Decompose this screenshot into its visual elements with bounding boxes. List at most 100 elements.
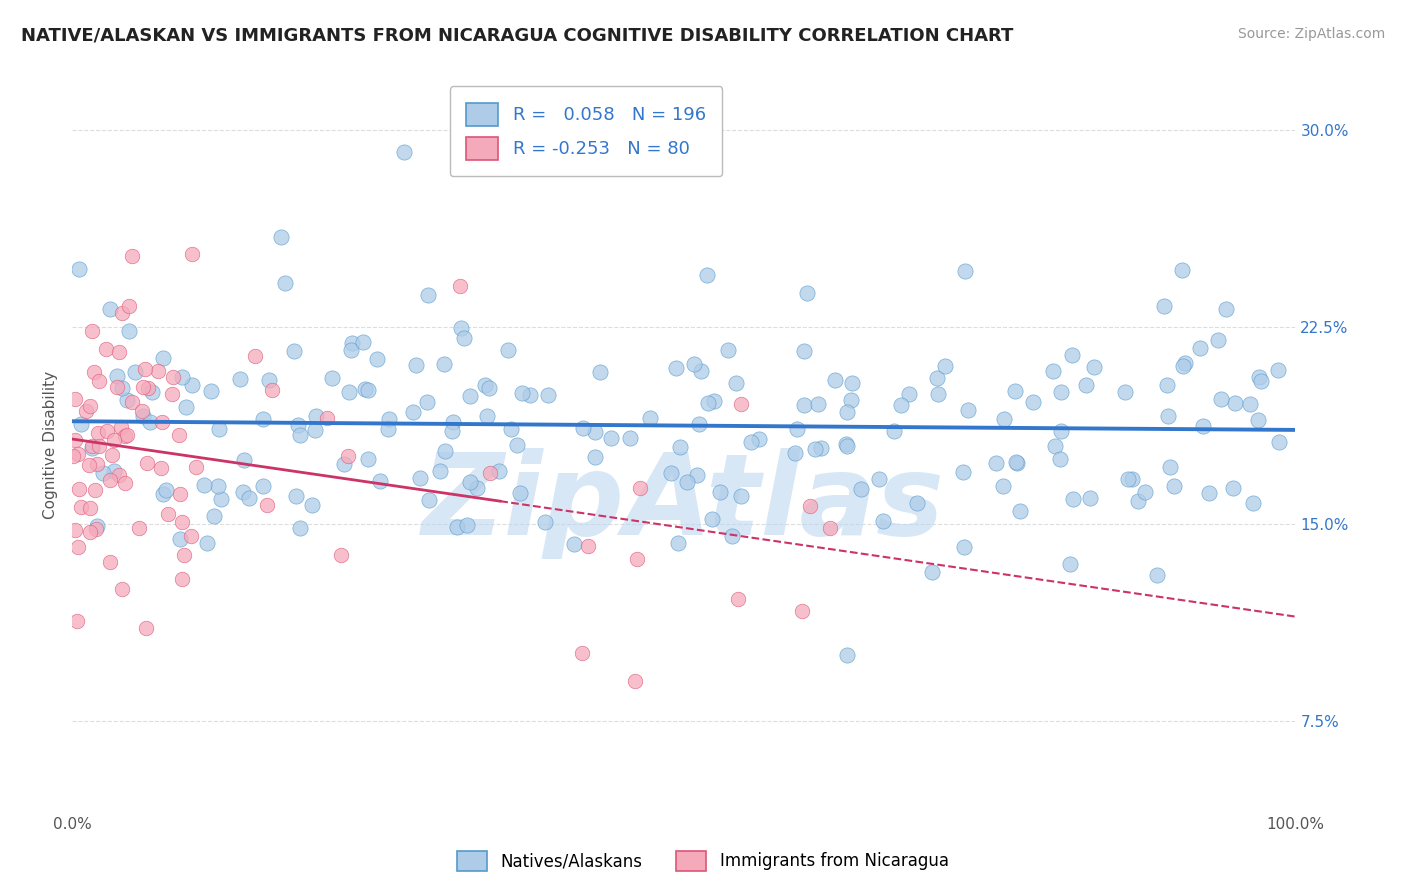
Point [290, 427, 312, 442]
Point [287, 417, 309, 432]
Point [1267, 362, 1289, 376]
Point [402, 405, 425, 419]
Point [114, 429, 136, 443]
Point [1223, 396, 1246, 410]
Point [1004, 384, 1026, 398]
Point [727, 592, 749, 607]
Point [174, 400, 197, 414]
Point [173, 549, 195, 563]
Point [475, 409, 498, 423]
Point [1156, 377, 1178, 392]
Point [170, 572, 193, 586]
Point [305, 409, 328, 423]
Point [229, 372, 252, 386]
Point [160, 387, 183, 401]
Point [748, 432, 770, 446]
Point [136, 456, 159, 470]
Point [841, 376, 863, 390]
Point [709, 484, 731, 499]
Point [1116, 472, 1139, 486]
Point [799, 499, 821, 513]
Point [232, 485, 254, 500]
Legend: R =   0.058   N = 196, R = -0.253   N = 80: R = 0.058 N = 196, R = -0.253 N = 80 [450, 87, 723, 177]
Point [79, 500, 101, 515]
Point [149, 461, 172, 475]
Point [499, 422, 522, 436]
Point [135, 621, 157, 635]
Point [98, 473, 121, 487]
Point [562, 537, 585, 551]
Point [131, 404, 153, 418]
Point [340, 343, 363, 358]
Point [169, 486, 191, 500]
Point [696, 268, 718, 282]
Point [905, 495, 928, 509]
Point [676, 475, 699, 490]
Point [478, 381, 501, 395]
Point [152, 415, 174, 429]
Point [180, 529, 202, 543]
Point [96, 424, 118, 438]
Point [956, 402, 979, 417]
Point [96, 342, 118, 356]
Point [1173, 356, 1195, 370]
Point [1198, 486, 1220, 500]
Point [834, 437, 856, 451]
Point [1049, 452, 1071, 467]
Point [792, 343, 814, 358]
Point [169, 532, 191, 546]
Point [1049, 425, 1071, 439]
Point [993, 412, 1015, 426]
Point [172, 370, 194, 384]
Point [357, 451, 380, 466]
Point [259, 373, 281, 387]
Point [256, 498, 278, 512]
Point [890, 398, 912, 412]
Point [599, 431, 621, 445]
Point [208, 422, 231, 436]
Point [75, 404, 97, 418]
Point [82, 439, 104, 453]
Point [134, 361, 156, 376]
Point [409, 471, 432, 485]
Point [121, 394, 143, 409]
Point [62, 450, 84, 464]
Point [304, 423, 326, 437]
Point [441, 415, 464, 429]
Point [1173, 359, 1195, 373]
Point [583, 450, 606, 464]
Point [233, 453, 256, 467]
Text: ZipAtlas: ZipAtlas [422, 449, 945, 559]
Point [128, 521, 150, 535]
Point [883, 424, 905, 438]
Point [740, 434, 762, 449]
Point [1059, 557, 1081, 571]
Point [1080, 491, 1102, 506]
Point [186, 460, 208, 475]
Point [851, 483, 873, 497]
Point [626, 552, 648, 566]
Point [519, 388, 541, 402]
Point [91, 467, 114, 481]
Point [786, 422, 808, 436]
Point [260, 383, 283, 397]
Point [571, 646, 593, 660]
Y-axis label: Cognitive Disability: Cognitive Disability [44, 371, 58, 519]
Point [283, 344, 305, 359]
Point [152, 351, 174, 365]
Point [869, 472, 891, 486]
Text: Source: ZipAtlas.com: Source: ZipAtlas.com [1237, 27, 1385, 41]
Point [458, 389, 481, 403]
Point [100, 301, 122, 316]
Point [86, 457, 108, 471]
Point [77, 458, 100, 473]
Point [107, 344, 129, 359]
Point [1157, 409, 1180, 424]
Point [1163, 479, 1185, 493]
Point [1135, 484, 1157, 499]
Point [716, 343, 738, 358]
Point [1159, 460, 1181, 475]
Point [927, 386, 949, 401]
Point [458, 475, 481, 489]
Point [510, 386, 533, 401]
